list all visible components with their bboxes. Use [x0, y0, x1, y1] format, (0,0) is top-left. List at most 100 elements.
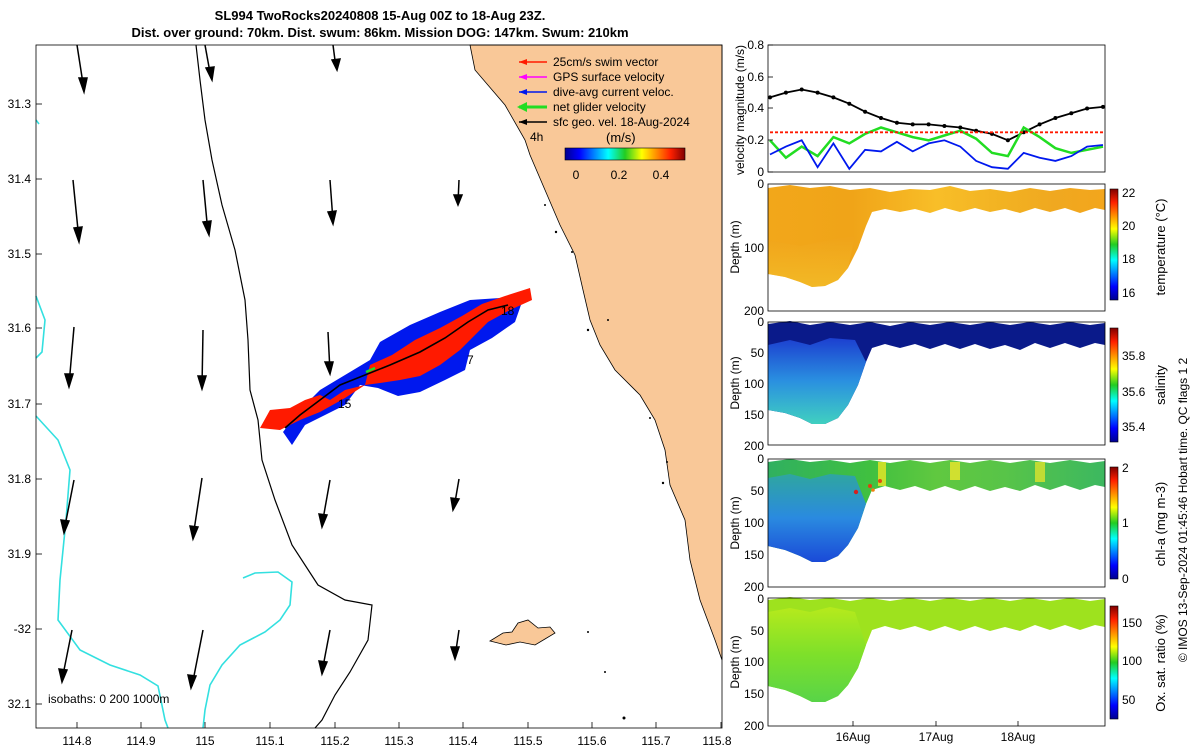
sal-cbar-label: salinity: [1153, 365, 1168, 405]
map-x-tick-label: 115.5: [513, 734, 542, 748]
chl-y-tick: 50: [751, 484, 765, 498]
vel-y-tick: 0.4: [747, 101, 764, 115]
land-mass: [469, 44, 723, 661]
series-point-geo: [958, 125, 963, 130]
vel-y-tick: 0.6: [747, 70, 764, 84]
ox-y-tick: 150: [744, 687, 764, 701]
temperature-field: [768, 185, 1105, 287]
map-panel: 18 7 15 25cm/s swim vector GPS surface v…: [8, 44, 732, 748]
day-label-15: 15: [338, 397, 352, 411]
map-y-ticks: [36, 103, 42, 705]
velocity-panel: 0 0.2 0.4 0.6 0.8 velocity magnitude (m/…: [733, 38, 1106, 179]
temp-cbar-tick: 22: [1122, 186, 1136, 200]
chl-cbar-tick: 0: [1122, 572, 1129, 586]
series-point-geo: [1101, 104, 1105, 109]
series-point-geo: [815, 90, 820, 95]
map-y-tick-label: 31.5: [8, 247, 32, 261]
series-point-geo: [926, 122, 931, 127]
vel-y-tick: 0: [757, 165, 764, 179]
chl-cbar-tick: 1: [1122, 516, 1129, 530]
temp-y-label: Depth (m): [728, 220, 742, 273]
map-y-tick-label: 31.7: [8, 397, 32, 411]
sal-colorbar: [1109, 327, 1119, 443]
chl-y-tick: 150: [744, 548, 764, 562]
legend-swim-vector: 25cm/s swim vector: [553, 55, 658, 69]
map-y-tick-label: 32.1: [8, 697, 32, 711]
sal-y-tick: 150: [744, 408, 764, 422]
series-point-geo: [768, 95, 772, 100]
sal-cbar-tick: 35.8: [1122, 349, 1146, 363]
ox-y-label: Depth (m): [728, 635, 742, 688]
ox-cbar-tick: 100: [1122, 654, 1142, 668]
ox-cbar-tick: 50: [1122, 693, 1136, 707]
oxygen-deep: [768, 607, 866, 702]
sal-y-tick: 100: [744, 377, 764, 391]
map-cbar-tick-0: 0: [573, 168, 580, 182]
chl-y-tick: 200: [744, 580, 764, 594]
time-x-tick-label: 18Aug: [1001, 730, 1036, 744]
chl-colorbar: [1109, 466, 1119, 580]
map-y-tick-label: -32: [14, 622, 32, 636]
map-x-tick-label: 115.6: [577, 734, 606, 748]
map-y-tick-label: 31.3: [8, 97, 32, 111]
temp-y-tick: 200: [744, 304, 764, 318]
salinity-panel: 0 50 100 150 200 Depth (m) 35.4 35.6 35.…: [728, 315, 1168, 453]
series-point-geo: [910, 122, 915, 127]
temp-cbar-label: temperature (°C): [1153, 199, 1168, 296]
ox-y-tick: 100: [744, 655, 764, 669]
sal-y-tick: 50: [751, 346, 765, 360]
chl-y-tick: 0: [757, 452, 764, 466]
colorbar-units: (m/s): [606, 130, 636, 145]
sfc-geo-vel-arrows: [58, 44, 464, 691]
vel-y-label: velocity magnitude (m/s): [733, 45, 747, 175]
chl-cbar-tick: 2: [1122, 461, 1129, 475]
chl-y-label: Depth (m): [728, 496, 742, 549]
temperature-panel: 0 100 200 Depth (m) 16 18 20 22 temperat…: [728, 177, 1168, 318]
temp-cbar-tick: 20: [1122, 219, 1136, 233]
series-point-geo: [863, 109, 868, 114]
series-point-geo: [1005, 138, 1010, 143]
map-cbar-tick-2: 0.4: [653, 168, 670, 182]
series-line-net-glider-velocity: [769, 125, 1104, 160]
ox-cbar-label: Ox. sat. ratio (%): [1153, 614, 1168, 712]
islets: [544, 204, 668, 720]
map-frame: [35, 44, 723, 729]
series-point-geo: [942, 124, 947, 128]
map-x-tick-label: 115.7: [641, 734, 670, 748]
map-x-tick-label: 114.8: [62, 734, 91, 748]
chl-cbar-label: chl-a (mg m-3): [1153, 482, 1168, 567]
isobaths-label: isobaths: 0 200 1000m: [48, 692, 169, 706]
isobath-1000m-c: [202, 571, 293, 729]
series-line-sfc-geo-velocity: [769, 88, 1104, 142]
isobath-200m: [195, 44, 373, 729]
time-x-tick-label: 16Aug: [836, 730, 871, 744]
ox-colorbar: [1109, 605, 1119, 720]
chla-panel: 0 50 100 150 200 Depth (m) 0 1 2 chl-a (…: [728, 452, 1168, 594]
sal-y-label: Depth (m): [728, 356, 742, 409]
credit-line: © IMOS 13-Sep-2024 01:45:46 Hobart time.…: [1176, 358, 1190, 663]
velocity-y-ticks: [768, 44, 773, 173]
series-point-geo: [1053, 116, 1058, 120]
chla-high-spots: [853, 462, 1045, 495]
swim-vector-fill: [260, 288, 532, 430]
ox-cbar-tick: 150: [1122, 616, 1142, 630]
series-point-geo: [1037, 122, 1042, 127]
series-point-geo: [783, 90, 788, 95]
velocity-series: [768, 87, 1105, 171]
series-point-geo: [847, 101, 852, 106]
legend-sfc-geo-vel: sfc geo. vel. 18-Aug-2024: [553, 115, 690, 129]
ox-y-tick: 200: [744, 719, 764, 733]
map-cbar-tick-1: 0.2: [611, 168, 628, 182]
salinity-deep: [768, 338, 866, 424]
sal-y-tick: 200: [744, 439, 764, 453]
sal-cbar-tick: 35.4: [1122, 420, 1146, 434]
map-x-tick-label: 115.3: [384, 734, 413, 748]
legend-gps-velocity: GPS surface velocity: [553, 70, 664, 84]
chart-subtitle: Dist. over ground: 70km. Dist. swum: 86k…: [131, 25, 629, 40]
temp-cbar-tick: 18: [1122, 252, 1136, 266]
map-legend: 25cm/s swim vector GPS surface velocity …: [517, 55, 690, 182]
series-point-geo: [1069, 111, 1074, 116]
map-x-tick-label: 115: [195, 734, 214, 748]
series-point-geo: [831, 95, 836, 100]
